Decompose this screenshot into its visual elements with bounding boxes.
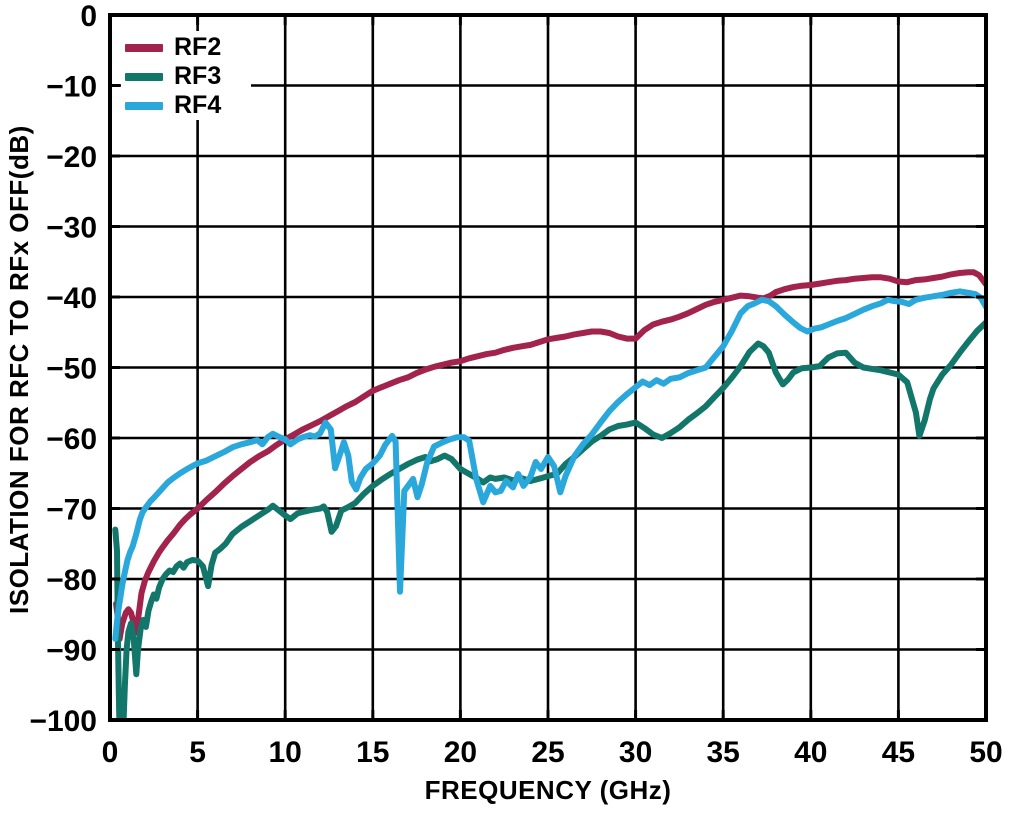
x-axis-title: FREQUENCY (GHz)	[424, 775, 672, 805]
series-line-rf4	[112, 288, 984, 642]
x-tick-label: 0	[102, 736, 119, 769]
y-tick-label: −30	[46, 212, 97, 245]
legend-label-rf2: RF2	[174, 33, 222, 61]
x-tick-label: 45	[882, 736, 915, 769]
y-tick-label: −70	[46, 494, 97, 527]
legend-item-rf3: RF3	[125, 64, 251, 89]
y-tick-label: −10	[46, 71, 97, 104]
x-tick-label: 20	[444, 736, 477, 769]
x-tick-label: 50	[969, 736, 1002, 769]
y-tick-label: 0	[80, 0, 97, 33]
legend-swatch-rf3	[125, 72, 163, 81]
y-axis-title: ISOLATION FOR RFC TO RFx OFF(dB)	[4, 125, 34, 615]
y-tick-label: −60	[46, 423, 97, 456]
y-tick-label: −20	[46, 141, 97, 174]
legend: RF2 RF3 RF4	[121, 31, 251, 120]
x-tick-label: 30	[619, 736, 652, 769]
y-tick-label: −40	[46, 282, 97, 315]
legend-label-rf4: RF4	[174, 91, 222, 119]
y-tick-label: −100	[29, 705, 97, 738]
y-tick-label: −80	[46, 564, 97, 597]
legend-swatch-rf4	[125, 101, 163, 110]
x-tick-label: 10	[269, 736, 302, 769]
legend-item-rf2: RF2	[125, 35, 251, 60]
series-line-rf3	[112, 320, 984, 719]
legend-swatch-rf2	[125, 43, 163, 52]
x-tick-label: 5	[189, 736, 206, 769]
legend-label-rf3: RF3	[174, 62, 222, 90]
x-tick-label: 15	[356, 736, 389, 769]
x-tick-label: 40	[794, 736, 827, 769]
legend-item-rf4: RF4	[125, 93, 251, 118]
y-tick-label: −50	[46, 353, 97, 386]
y-tick-label: −90	[46, 635, 97, 668]
x-tick-label: 35	[707, 736, 740, 769]
series-line-rf2	[113, 269, 984, 642]
x-tick-label: 25	[531, 736, 564, 769]
